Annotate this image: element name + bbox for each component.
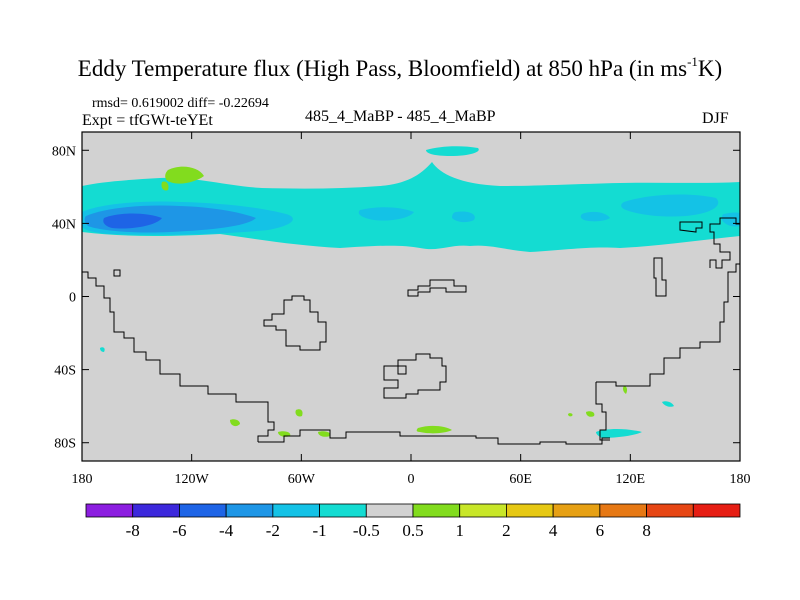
coastline-island — [407, 279, 467, 297]
chart-title: Eddy Temperature flux (High Pass, Bloomf… — [0, 54, 800, 82]
colorbar-label: 1 — [455, 521, 464, 540]
anomaly-region — [318, 431, 331, 437]
colorbar-swatch — [272, 503, 320, 518]
coastline-small-island — [653, 257, 667, 297]
colorbar-label: -1 — [312, 521, 326, 540]
colorbar-label: 8 — [642, 521, 651, 540]
anomaly-field — [82, 146, 740, 438]
colorbar-swatch — [132, 503, 180, 518]
coastline-north-east — [709, 217, 740, 269]
coastline-peninsula — [679, 221, 703, 233]
colorbar-label: 2 — [502, 521, 511, 540]
anomaly-region — [103, 213, 162, 229]
colorbar-swatch — [599, 503, 647, 518]
colorbar-label: -2 — [266, 521, 280, 540]
coastline-south-america — [82, 271, 275, 442]
anomaly-region — [230, 419, 240, 427]
anomaly-region — [622, 386, 628, 394]
title-superscript: -1 — [687, 54, 698, 69]
anomaly-region — [278, 431, 291, 437]
season-label: DJF — [702, 110, 729, 127]
y-tick-label: 80S — [54, 437, 76, 452]
x-tick-label: 180 — [72, 472, 93, 487]
coastline-australia-inner — [397, 365, 407, 375]
anomaly-region — [426, 146, 479, 156]
coastline-southeast — [595, 382, 610, 441]
colorbar-swatch — [646, 503, 694, 518]
colorbar-swatch — [552, 503, 601, 518]
x-tick-label: 60W — [288, 472, 316, 487]
x-tick-label: 180 — [730, 472, 751, 487]
colorbar-swatch — [506, 503, 554, 518]
y-tick-label: 40N — [52, 217, 76, 232]
colorbar-swatch — [459, 503, 507, 518]
x-tick-label: 0 — [408, 472, 415, 487]
coastline-islet — [113, 269, 121, 277]
coastline-antarctica — [258, 429, 610, 445]
anomaly-region — [358, 207, 414, 221]
anomaly-region — [100, 347, 105, 352]
coastline-australia — [383, 353, 447, 399]
anomaly-region — [621, 194, 719, 217]
x-tick-label: 60E — [509, 472, 532, 487]
title-main: Eddy Temperature flux (High Pass, Bloomf… — [77, 56, 688, 81]
x-tick-label: 120W — [175, 472, 210, 487]
colorbar-swatch — [319, 503, 367, 518]
colorbar-label: -4 — [219, 521, 234, 540]
coastline-africa — [263, 295, 327, 351]
anomaly-region — [165, 166, 204, 184]
colorbar-label: 4 — [549, 521, 558, 540]
anomaly-region — [452, 211, 475, 223]
colorbar-label: -8 — [126, 521, 140, 540]
anomaly-region — [568, 413, 573, 417]
y-tick-label: 0 — [69, 291, 76, 306]
y-tick-label: 40S — [54, 364, 76, 379]
coastlines — [82, 217, 740, 445]
colorbar: -8 -6 -4 -2 -1 -0.5 0.5 1 2 4 6 8 — [85, 503, 741, 540]
colorbar-label: -0.5 — [353, 521, 380, 540]
anomaly-region — [662, 401, 674, 407]
title-end: K) — [697, 56, 723, 81]
anomaly-region — [161, 181, 169, 191]
y-axis: 80N 40N 0 40S 80S — [52, 144, 740, 452]
experiment-label: Expt = tfGWt-teYEt — [82, 112, 213, 129]
comparison-label: 485_4_MaBP - 485_4_MaBP — [305, 108, 496, 125]
anomaly-region — [586, 411, 595, 417]
colorbar-label: 0.5 — [402, 521, 423, 540]
anomaly-region — [596, 429, 642, 438]
x-tick-label: 120E — [616, 472, 646, 487]
colorbar-swatch — [365, 503, 414, 518]
anomaly-region — [416, 425, 452, 434]
colorbar-label: 6 — [596, 521, 605, 540]
colorbar-swatch — [179, 503, 227, 518]
colorbar-swatch — [412, 503, 461, 518]
colorbar-label: -6 — [172, 521, 186, 540]
x-axis: 180 120W 60W 0 60E 120E 180 — [72, 132, 751, 487]
colorbar-swatch — [85, 503, 134, 518]
anomaly-region — [580, 211, 610, 222]
coastline-east-pacific — [596, 263, 740, 387]
colorbar-swatch — [692, 503, 741, 518]
stats-label: rmsd= 0.619002 diff= -0.22694 — [92, 96, 269, 111]
colorbar-swatch — [225, 503, 274, 518]
anomaly-region — [295, 409, 303, 417]
y-tick-label: 80N — [52, 144, 76, 159]
